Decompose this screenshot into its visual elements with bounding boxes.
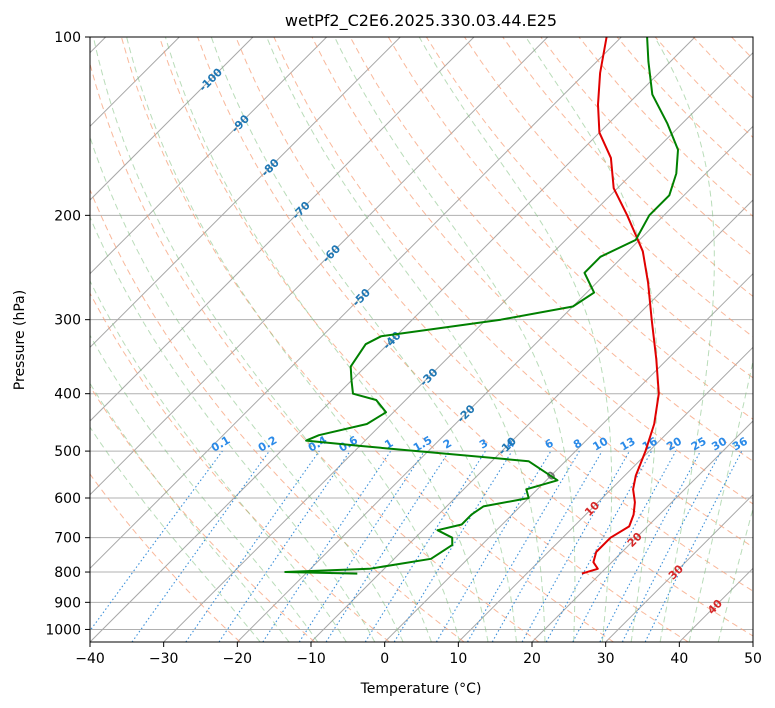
dewpoint-profile-line	[284, 37, 679, 575]
dry-adiabat	[120, 37, 614, 642]
isotherm-line	[384, 272, 753, 642]
dry-adiabat	[90, 385, 316, 642]
dry-adiabat	[90, 62, 540, 642]
plot-area: 0.1 0.2 0.4 0.6 1 1.5 2 3 4 6 8 10 13 16 20 25 30 36-100-…	[90, 37, 753, 642]
x-tick-label: 50	[744, 651, 762, 667]
x-tick-label: 10	[449, 651, 467, 667]
y-axis-label: Pressure (hPa)	[12, 290, 28, 390]
moist-adiabat	[90, 426, 261, 642]
moist-adiabat	[418, 37, 613, 642]
axes-ticks: −40 −30 −20 −10 0 10 20 30 40 50 100 200 300 400 500 60…	[45, 30, 762, 667]
mixing-ratio-line	[185, 450, 320, 642]
dry-adiabat	[464, 37, 753, 338]
moist-adiabat	[525, 37, 658, 642]
temperature-profile-line	[581, 37, 660, 575]
dry-adiabat	[273, 37, 753, 548]
moist-adiabat	[90, 135, 404, 642]
x-tick-label: −20	[223, 651, 253, 667]
dry-adiabat	[90, 292, 390, 642]
mixing-ratio-line	[90, 450, 223, 632]
dry-adiabat	[311, 37, 753, 505]
moist-adiabat	[92, 37, 432, 642]
isotherm-line	[90, 37, 622, 570]
y-tick-label: 700	[54, 531, 81, 547]
isotherm-line	[90, 37, 696, 642]
moist-adiabat	[90, 334, 319, 642]
y-tick-label: 500	[54, 444, 81, 460]
isotherm-line	[90, 37, 328, 275]
moist-adiabat	[688, 358, 753, 642]
mixing-ratio-line	[325, 450, 450, 642]
x-tick-label: 30	[597, 651, 615, 667]
dry-adiabat	[197, 37, 753, 637]
isotherm-line	[90, 37, 549, 496]
x-tick-label: 20	[523, 651, 541, 667]
moist-adiabat	[126, 37, 461, 642]
isotherm-line	[236, 125, 753, 642]
dry-adiabat	[159, 37, 689, 642]
isotherm-line	[90, 37, 475, 422]
dry-adiabat	[387, 37, 753, 420]
y-tick-label: 100	[54, 30, 81, 46]
isotherm-line	[457, 346, 753, 642]
x-tick-label: −10	[296, 651, 326, 667]
y-tick-label: 800	[54, 565, 81, 581]
moist-adiabat	[90, 382, 290, 642]
mixing-ratio-line	[298, 450, 425, 642]
x-tick-label: −40	[75, 651, 105, 667]
x-tick-label: 40	[670, 651, 688, 667]
y-tick-label: 400	[54, 387, 81, 403]
dry-adiabat	[235, 37, 753, 592]
mixing-ratio-line	[218, 450, 351, 642]
dry-adiabat	[502, 37, 753, 298]
moist-adiabat	[717, 506, 753, 642]
x-axis-label: Temperature (°C)	[360, 681, 482, 697]
mixing-ratio-line	[644, 450, 743, 642]
moist-adiabat	[266, 37, 546, 642]
y-tick-label: 300	[54, 313, 81, 329]
plot-frame	[89, 36, 754, 643]
dry-adiabat	[90, 188, 465, 642]
moist-adiabat	[334, 37, 576, 642]
mixing-ratio-line	[545, 450, 653, 642]
isotherm-line	[163, 51, 753, 642]
isotherm-line	[605, 493, 753, 642]
chart-title: wetPf2_C2E6.2025.330.03.44.E25	[285, 11, 557, 31]
isotherm-line	[90, 37, 401, 349]
moist-adiabat	[164, 37, 489, 642]
moist-adiabat	[654, 37, 715, 642]
isotherm-line	[90, 37, 254, 201]
mixing-ratio-line	[393, 450, 513, 642]
x-tick-label: −30	[149, 651, 179, 667]
y-tick-label: 600	[54, 491, 81, 507]
y-tick-label: 200	[54, 208, 81, 224]
moist-adiabat	[90, 215, 376, 642]
y-tick-label: 1000	[45, 622, 81, 638]
mixing-ratio-line	[262, 450, 392, 642]
y-tick-label: 900	[54, 595, 81, 611]
moist-adiabat	[210, 37, 517, 642]
isotherm-line	[310, 199, 753, 642]
dry-adiabat	[425, 37, 753, 379]
isotherm-line	[531, 420, 753, 642]
x-tick-label: 0	[380, 651, 389, 667]
dry-adiabat	[349, 37, 753, 462]
mixing-ratio-line	[521, 450, 630, 642]
mixing-ratio-line	[572, 450, 677, 642]
dry-adiabat	[90, 473, 241, 642]
mixing-ratio-line	[131, 450, 270, 642]
